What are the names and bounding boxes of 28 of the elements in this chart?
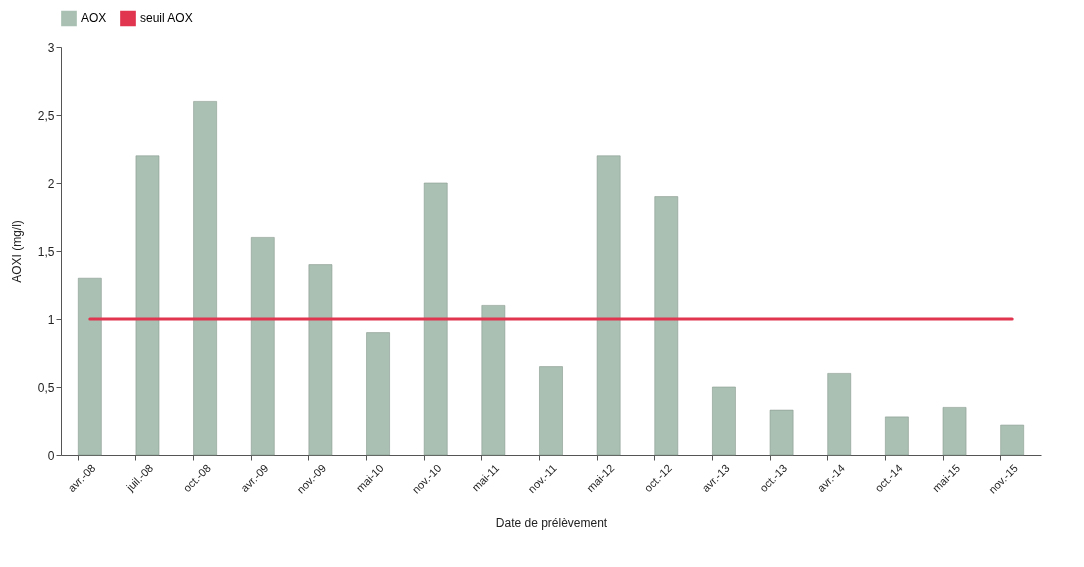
- bar: [654, 196, 679, 456]
- bar: [885, 416, 909, 456]
- bar: [250, 237, 275, 456]
- bar: [1000, 424, 1025, 456]
- bar: [596, 155, 621, 456]
- legend-label: AOX: [81, 11, 107, 26]
- bar: [366, 332, 390, 456]
- y-tick-label: 1,5: [37, 244, 55, 259]
- x-axis-title: Date de prélèvement: [495, 515, 608, 530]
- bar: [827, 373, 852, 456]
- bar: [423, 182, 448, 456]
- y-tick-label: 3: [47, 40, 55, 55]
- bar: [308, 264, 333, 456]
- y-axis-title: AOXI (mg/l): [9, 220, 24, 283]
- bar: [193, 101, 217, 456]
- y-tick-label: 0: [47, 448, 55, 463]
- bar: [481, 305, 506, 456]
- y-tick-label: 2,5: [37, 108, 55, 123]
- y-tick-label: 2: [47, 176, 55, 191]
- y-tick-label: 1: [47, 312, 55, 327]
- bar: [135, 155, 160, 456]
- legend-label: seuil AOX: [140, 11, 193, 26]
- bar: [77, 277, 102, 456]
- y-tick-label: 0,5: [37, 380, 55, 395]
- bar: [942, 407, 967, 456]
- bar: [769, 409, 794, 456]
- bar: [539, 366, 563, 456]
- bar: [712, 386, 736, 456]
